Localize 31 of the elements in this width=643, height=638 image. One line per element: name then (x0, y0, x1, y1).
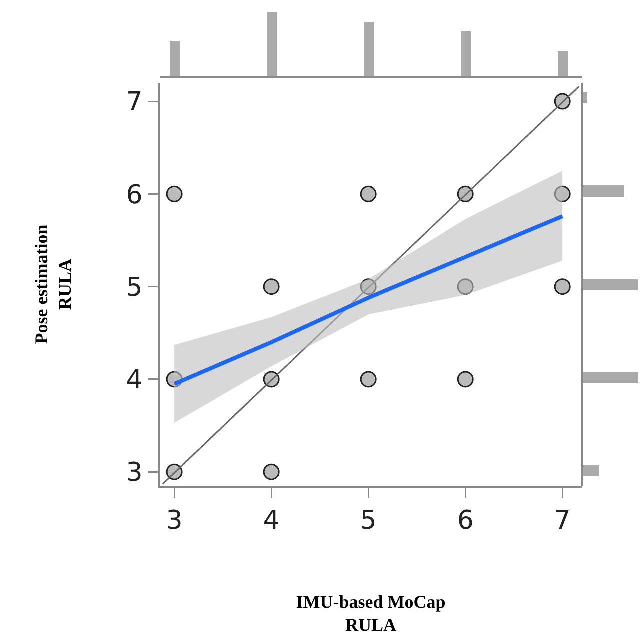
bar (364, 22, 374, 76)
point (263, 278, 280, 296)
point (457, 371, 474, 388)
bar (461, 31, 471, 76)
y-tick-label: 7 (126, 88, 143, 118)
bar (267, 12, 277, 76)
bar (583, 465, 600, 477)
bar (170, 41, 180, 76)
y-tick-label: 4 (126, 366, 143, 396)
point (360, 186, 377, 202)
bar (583, 278, 639, 290)
x-tick-label: 5 (360, 506, 377, 536)
point (263, 464, 280, 480)
bar (558, 52, 568, 76)
point (457, 278, 474, 296)
point (166, 186, 183, 202)
y-tick-label: 6 (126, 180, 143, 210)
point (554, 278, 571, 296)
x-tick-label: 4 (263, 506, 280, 536)
x-tick-label: 7 (554, 506, 571, 536)
bar (583, 372, 639, 384)
x-tick-label: 6 (457, 506, 474, 536)
bar (583, 186, 625, 197)
y-tick-label: 5 (126, 272, 143, 303)
x-axis-title: IMU-based MoCap RULA (296, 592, 446, 636)
point (360, 371, 377, 388)
bar (583, 92, 588, 104)
x-tick-label: 3 (166, 506, 183, 536)
y-axis-title: Pose estimation RULA (32, 224, 75, 344)
y-tick-label: 3 (126, 458, 143, 488)
point (554, 186, 571, 202)
